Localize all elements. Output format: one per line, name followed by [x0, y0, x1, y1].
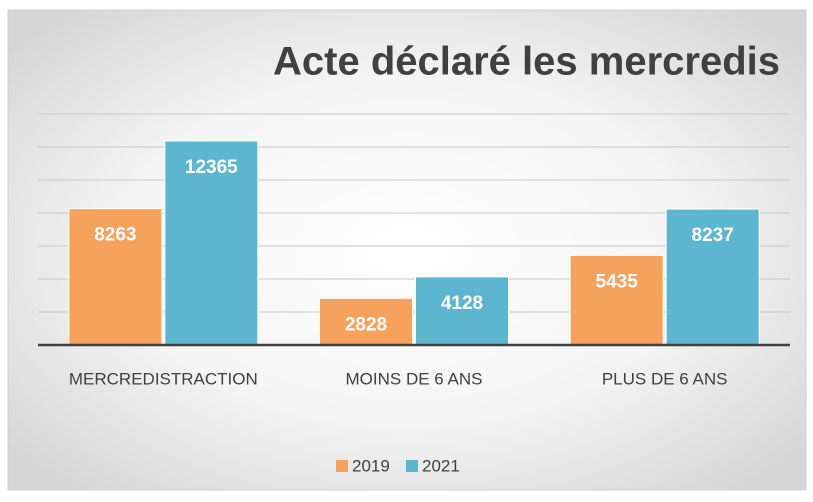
data-label: 2828: [345, 314, 387, 335]
data-label: 12365: [185, 157, 238, 178]
bar: [319, 297, 413, 346]
bar: [665, 208, 760, 346]
data-label: 5435: [596, 271, 639, 292]
legend-swatch: [336, 460, 348, 472]
bar: [164, 140, 259, 346]
legend-label: 2021: [422, 456, 460, 475]
bar: [68, 208, 163, 346]
data-label: 8263: [94, 225, 136, 246]
legend-label: 2019: [352, 456, 390, 475]
data-label: 4128: [441, 293, 483, 314]
x-tick-label: MOINS DE 6 ANS: [346, 369, 483, 388]
bar: [415, 276, 509, 346]
x-tick-label: MERCREDISTRACTION: [69, 369, 258, 388]
bar: [569, 254, 664, 346]
legend-swatch: [406, 460, 418, 472]
data-label: 8237: [692, 225, 734, 246]
x-tick-label: PLUS DE 6 ANS: [602, 369, 728, 388]
chart-title: Acte déclaré les mercredis: [273, 40, 780, 84]
